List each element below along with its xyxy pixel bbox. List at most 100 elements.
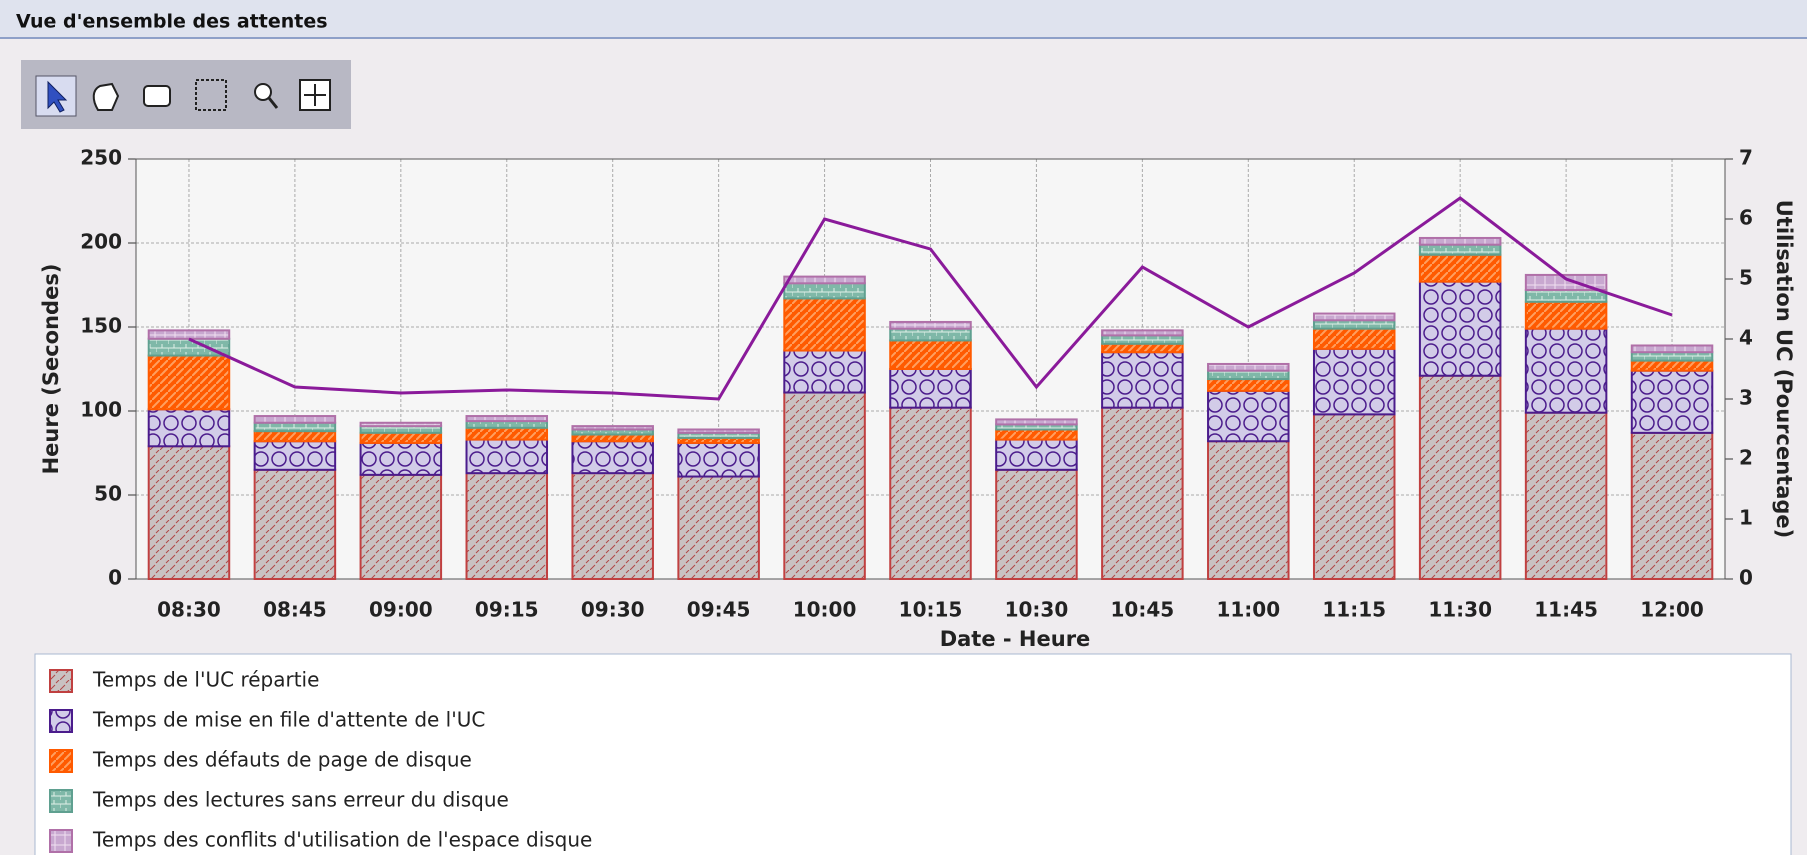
x-tick-label: 12:00 [1640, 598, 1704, 622]
x-tick-label: 11:15 [1322, 598, 1386, 622]
bar-segment [889, 368, 972, 409]
bar-segment [253, 468, 337, 580]
bar-segment [1312, 413, 1396, 580]
x-tick-label: 10:00 [793, 598, 857, 622]
zoom-box-tool[interactable] [195, 79, 227, 111]
bar-segment [571, 472, 654, 580]
bar-segment [465, 426, 549, 441]
bar-segment [1630, 359, 1714, 372]
bar-segment [359, 421, 443, 428]
x-tick-label: 10:15 [899, 598, 963, 622]
legend [34, 653, 1792, 855]
y-tick-label: 100 [80, 398, 122, 422]
bar-segment [147, 354, 231, 411]
bar-segment [465, 415, 549, 423]
bar-segment [1630, 431, 1714, 580]
legend-label: Temps des défauts de page de disque [92, 748, 472, 772]
y2-tick-label: 0 [1739, 566, 1753, 590]
bar-segment [783, 349, 866, 394]
bar-segment [571, 425, 654, 431]
bar-segment [1207, 389, 1290, 443]
x-tick-label: 11:30 [1428, 598, 1492, 622]
select-icon [47, 80, 68, 113]
bar-segment [1630, 369, 1714, 434]
annotate-tool[interactable] [143, 85, 171, 107]
bar-segment [359, 441, 443, 476]
legend-swatch [49, 789, 73, 813]
legend-label: Temps de l'UC répartie [92, 668, 319, 692]
bar-segment [147, 329, 231, 340]
bar-segment [1101, 406, 1184, 581]
bar-segment [889, 320, 972, 330]
y2-tick-label: 7 [1739, 146, 1753, 170]
bar-segment [571, 440, 654, 475]
bar-segment [359, 425, 443, 434]
bar-segment [465, 420, 549, 429]
y2-tick-label: 5 [1739, 266, 1753, 290]
bar-segment [995, 438, 1078, 471]
bar-segment [1312, 319, 1396, 330]
legend-label: Temps de mise en file d'attente de l'UC [92, 708, 485, 732]
reset-icon [304, 84, 326, 106]
bar-segment [1207, 378, 1290, 392]
x-tick-label: 08:45 [263, 598, 327, 622]
y2-tick-label: 4 [1739, 326, 1753, 350]
x-tick-label: 09:30 [581, 598, 645, 622]
toolbar [21, 60, 351, 129]
y2-tick-label: 2 [1739, 446, 1753, 470]
y-tick-label: 250 [80, 146, 122, 170]
x-tick-label: 09:00 [369, 598, 433, 622]
bar-segment [253, 415, 337, 424]
bar-segment [889, 327, 972, 342]
bar-segment [677, 428, 760, 434]
bar-segment [677, 441, 760, 478]
y2-tick-label: 1 [1739, 506, 1753, 530]
bar-segment [1207, 362, 1290, 372]
bar-segment [1630, 344, 1714, 354]
bar-segment [889, 339, 972, 371]
bar-segment [1418, 236, 1502, 246]
pan-tool[interactable] [92, 82, 120, 111]
bar-segment [1524, 300, 1608, 330]
bar-segment [995, 468, 1078, 580]
zoom-out-tool[interactable] [254, 83, 272, 101]
x-tick-label: 11:45 [1534, 598, 1598, 622]
y-tick-label: 50 [94, 482, 122, 506]
bar-segment [1418, 253, 1502, 283]
bar-segment [995, 428, 1078, 441]
bar-segment [253, 440, 337, 471]
legend-swatch [49, 669, 73, 693]
bar-segment [147, 408, 231, 448]
y2-axis-label: Utilisation UC (Pourcentage) [1772, 200, 1796, 539]
bar-segment [359, 431, 443, 444]
bar-segment [1524, 411, 1608, 580]
bar-segment [1207, 369, 1290, 381]
bar-segment [1312, 327, 1396, 350]
x-tick-label: 08:30 [157, 598, 221, 622]
bar-segment [253, 430, 337, 443]
x-tick-label: 11:00 [1216, 598, 1280, 622]
bar-segment [1101, 334, 1184, 345]
x-tick-label: 10:45 [1111, 598, 1175, 622]
panel-title: Vue d'ensemble des attentes [16, 11, 328, 33]
y2-tick-label: 3 [1739, 386, 1753, 410]
bar-segment [147, 445, 231, 580]
y-tick-label: 0 [108, 566, 122, 590]
line-series [188, 196, 1673, 401]
y2-tick-label: 6 [1739, 206, 1753, 230]
bar-segment [1207, 440, 1290, 580]
bar-segment [1524, 327, 1608, 414]
legend-swatch [49, 829, 73, 853]
bar-segment [253, 421, 337, 433]
bar-segment [1312, 312, 1396, 322]
bar-segment [465, 438, 549, 475]
bar-segment [783, 391, 866, 580]
x-tick-label: 09:15 [475, 598, 539, 622]
bar-segment [1418, 243, 1502, 256]
legend-swatch [49, 709, 73, 733]
bar-segment [995, 418, 1078, 426]
bar-segment [1101, 351, 1184, 409]
bar-segment [359, 473, 443, 580]
x-tick-label: 09:45 [687, 598, 751, 622]
